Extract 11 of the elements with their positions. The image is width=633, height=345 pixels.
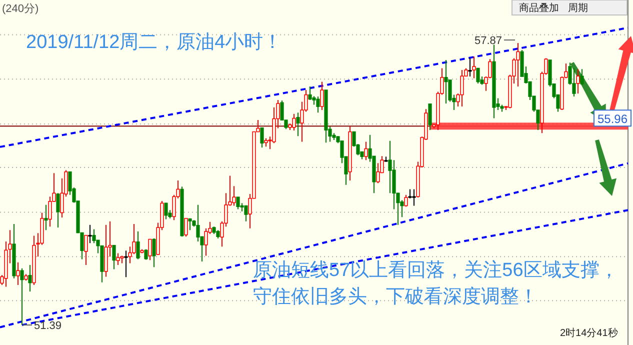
note: 57.87: [474, 35, 516, 47]
ref-line-label: 55.96: [597, 112, 628, 126]
chart-title: 2019/11/12周二，原油4小时！: [26, 32, 282, 53]
note: 51.39: [22, 320, 62, 332]
toolbar: 商品叠加 周期: [519, 3, 588, 14]
annotation: 51.39: [34, 320, 62, 332]
ref-label: 55.96: [594, 110, 632, 127]
text: (240分): [2, 3, 39, 15]
annotation: 57.87: [474, 35, 502, 47]
annotation: 原油短线57以上看回落，关注56区域支撑，守住依旧多头，下破看深度调整！: [253, 259, 618, 308]
text: 2时14分41秒: [560, 327, 618, 339]
